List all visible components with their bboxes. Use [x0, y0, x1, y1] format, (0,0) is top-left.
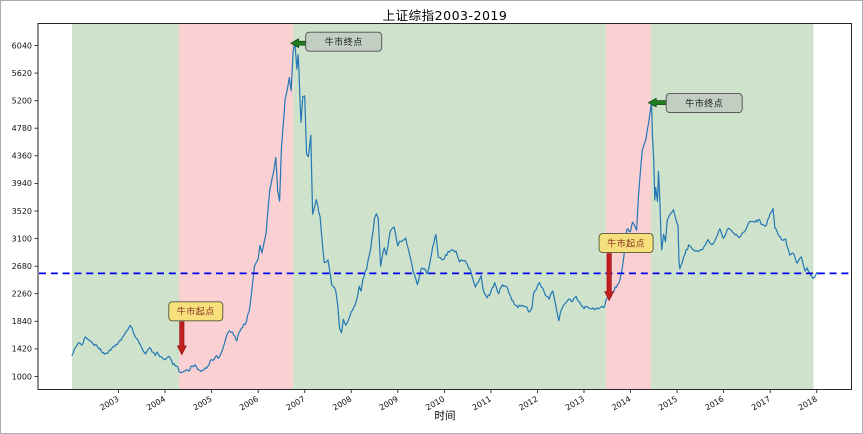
y-tick-label: 4780 — [12, 124, 32, 133]
y-tick-label: 5200 — [12, 97, 32, 106]
down-arrow-icon — [604, 253, 615, 302]
annotation-label: 牛市终点 — [685, 97, 723, 109]
y-tick-label: 2680 — [12, 262, 32, 271]
y-tick-label: 3940 — [12, 179, 32, 188]
background-band — [72, 24, 180, 389]
annotation-label: 牛市起点 — [607, 237, 645, 249]
y-tick-label: 4360 — [12, 152, 32, 161]
annotation-box — [598, 233, 654, 254]
annotation-box — [665, 93, 743, 114]
index-line — [71, 41, 820, 374]
y-tick-label: 6040 — [12, 41, 32, 50]
y-tick-label: 1840 — [12, 317, 32, 326]
background-band — [651, 24, 814, 389]
x-axis-title: 时间 — [434, 410, 456, 422]
annotation-label: 牛市终点 — [325, 36, 363, 48]
background-band — [179, 24, 293, 389]
y-tick-label: 1420 — [12, 345, 32, 354]
annotation-box — [168, 301, 224, 322]
chart-title: 上证综指2003-2019 — [382, 8, 508, 23]
background-band — [293, 24, 606, 389]
y-tick-label: 3520 — [12, 207, 32, 216]
background-band — [605, 24, 652, 389]
annotation-label: 牛市起点 — [177, 306, 215, 318]
annotation-box — [305, 31, 383, 52]
y-tick-label: 1000 — [12, 372, 32, 381]
y-tick-label: 2260 — [12, 290, 32, 299]
y-tick-label: 5620 — [12, 69, 32, 78]
y-tick-label: 3100 — [12, 234, 32, 243]
down-arrow-icon — [176, 321, 187, 356]
